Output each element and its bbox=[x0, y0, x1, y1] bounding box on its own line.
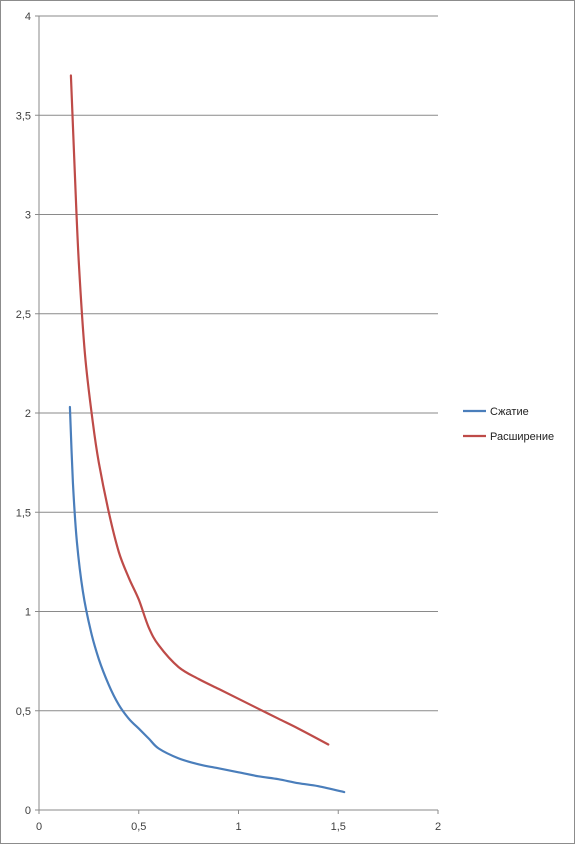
y-tick-label: 3,5 bbox=[16, 110, 31, 122]
y-tick-label: 0 bbox=[25, 805, 31, 817]
y-tick-label: 0,5 bbox=[16, 706, 31, 718]
y-tick-label: 1,5 bbox=[16, 507, 31, 519]
legend-label-rasshirenie: Расширение bbox=[490, 431, 554, 443]
x-tick-label: 1,5 bbox=[331, 821, 346, 833]
y-tick-label: 2,5 bbox=[16, 309, 31, 321]
y-tick-label: 4 bbox=[25, 11, 31, 23]
y-tick-label: 2 bbox=[25, 408, 31, 420]
y-tick-label: 1 bbox=[25, 607, 31, 619]
series-line-rasshirenie bbox=[69, 74, 330, 746]
y-tick-label: 3 bbox=[25, 210, 31, 222]
series-line-szhatie bbox=[68, 405, 346, 794]
x-tick-label: 0 bbox=[36, 821, 42, 833]
legend-label-szhatie: Сжатие bbox=[490, 406, 529, 418]
x-tick-label: 0,5 bbox=[131, 821, 146, 833]
x-tick-label: 2 bbox=[435, 821, 441, 833]
x-tick-label: 1 bbox=[235, 821, 241, 833]
